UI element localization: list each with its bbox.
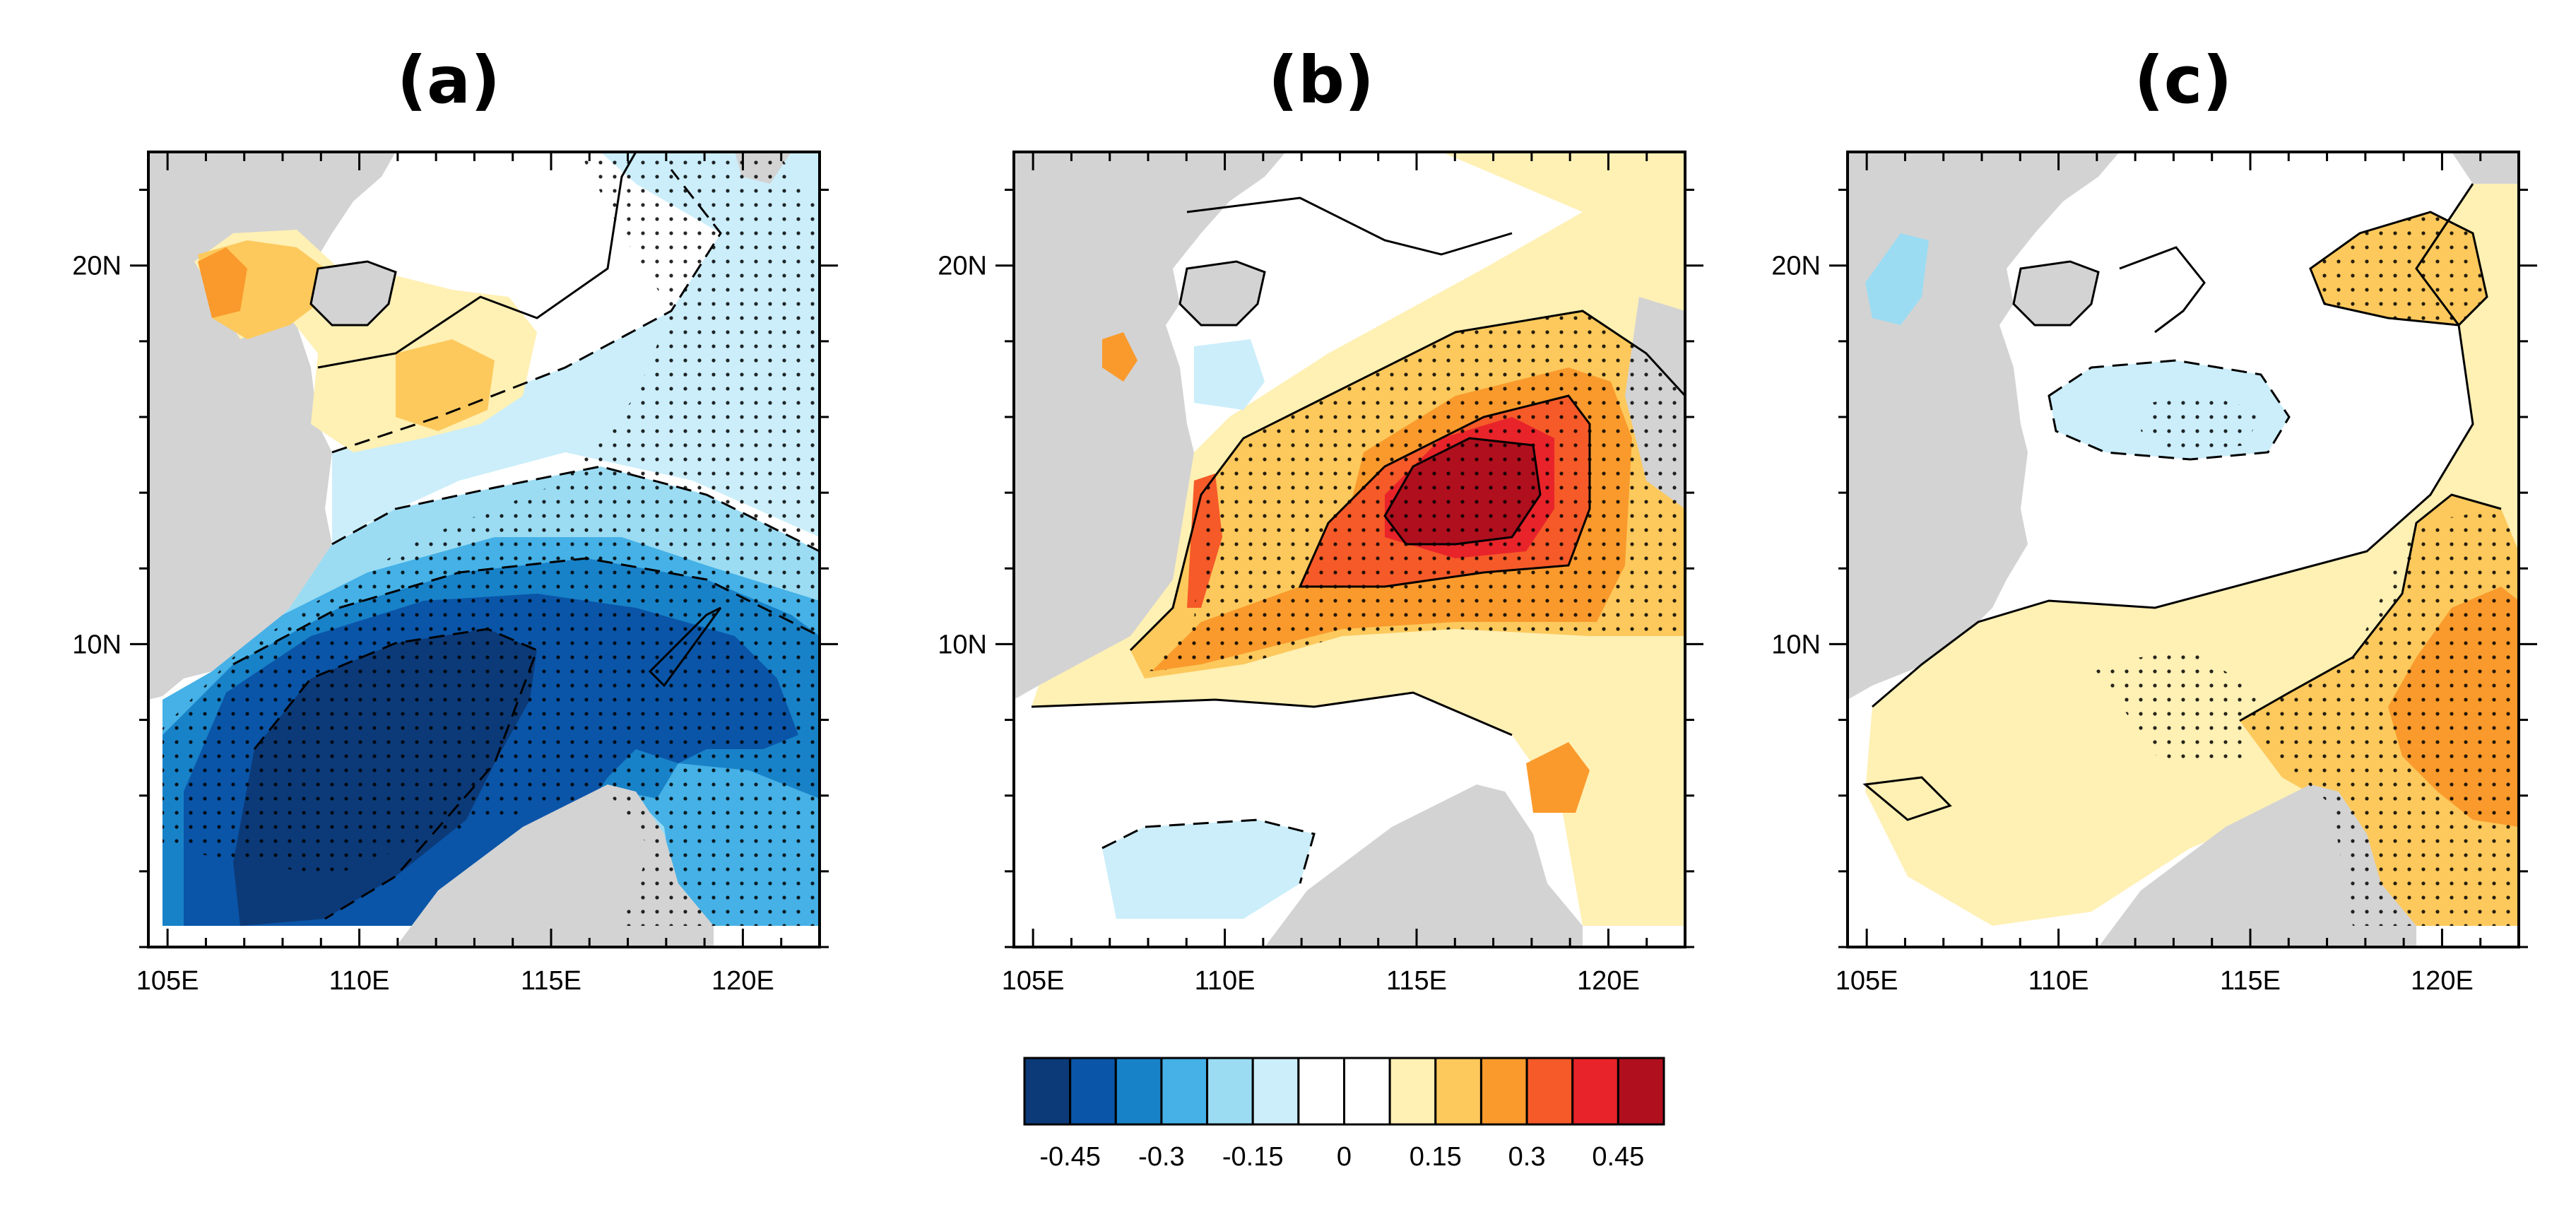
field-lightblue-b2 [1102, 820, 1314, 919]
contour-c-3 [2309, 211, 2488, 327]
x-tick-label: 110E [2028, 966, 2089, 996]
field-lightblue-b1 [1194, 339, 1265, 410]
colorbar-swatch [1251, 1057, 1300, 1126]
stipple-a [163, 152, 820, 926]
land-borneo-b [1265, 784, 1583, 947]
y-tick-label: 20N [1771, 252, 1821, 281]
contour-b-4 [1031, 691, 1513, 736]
contour-a-1 [317, 152, 637, 369]
colorbar-swatch [1388, 1057, 1437, 1126]
field-orange-center [396, 339, 495, 431]
colorbar-label: -0.3 [1138, 1142, 1184, 1172]
x-tick-label: 120E [2411, 966, 2474, 996]
colorbar-swatch [1297, 1057, 1346, 1126]
field-orange-se-b [1526, 742, 1590, 813]
x-tick-label: 105E [136, 966, 199, 996]
x-tick-label: 105E [1002, 966, 1065, 996]
frame-a [147, 151, 821, 948]
contour-a-6 [648, 606, 722, 688]
contour-a-5 [253, 628, 538, 920]
contour-c-4 [2239, 493, 2502, 722]
contour-a-4 [232, 557, 820, 666]
panel-b-title: (b) [1268, 42, 1374, 118]
y-tick-label: 20N [938, 252, 987, 281]
colorbar-swatch [1206, 1057, 1254, 1126]
y-tick-label: 10N [938, 630, 987, 659]
colorbar-swatch [1023, 1057, 1072, 1126]
colorbar-swatch [1617, 1057, 1665, 1126]
x-tick-label: 115E [521, 966, 581, 996]
x-tick-label: 115E [2220, 966, 2281, 996]
colorbar-swatch [1069, 1057, 1117, 1126]
colorbar-swatch [1434, 1057, 1482, 1126]
colorbar-swatch [1525, 1057, 1574, 1126]
colorbar-label: 0.3 [1508, 1142, 1546, 1172]
colorbar-swatch [1479, 1057, 1528, 1126]
x-tick-label: 110E [329, 966, 390, 996]
contour-c-2 [2048, 359, 2291, 461]
panel-b: (b) [1012, 42, 1686, 948]
field-lightblue-c2 [1865, 233, 1929, 325]
land-hainan-c [2012, 260, 2100, 327]
stipple-c [2091, 212, 2519, 926]
contour-b-5 [1101, 818, 1316, 884]
field-red-nw [198, 247, 247, 318]
panel-a-title: (a) [397, 42, 500, 118]
colorbar-label: 0.15 [1410, 1142, 1462, 1172]
land-hainan [309, 260, 397, 327]
colorbar-label: -0.45 [1039, 1142, 1101, 1172]
y-tick-label: 10N [1771, 630, 1821, 659]
x-tick-label: 115E [1386, 966, 1447, 996]
x-tick-label: 110E [1195, 966, 1255, 996]
panel-c: (c) [1846, 42, 2520, 948]
contour-b-6 [1186, 196, 1513, 256]
x-tick-label: 120E [711, 966, 774, 996]
frame-c [1846, 151, 2520, 948]
land-philippines-c [2452, 152, 2519, 184]
panel-a: (a) [147, 42, 821, 948]
contour-a-3 [331, 465, 820, 553]
land-indochina-b [1014, 152, 1286, 700]
frame-b [1012, 151, 1686, 948]
colorbar: -0.45 -0.3 -0.15 0 0.15 0.3 0.45 [1023, 1057, 1665, 1172]
y-tick-label: 10N [72, 630, 122, 659]
contour-b-2 [1298, 394, 1591, 588]
contour-c-1 [1872, 183, 2474, 708]
land-hainan-b [1178, 260, 1266, 327]
colorbar-label: 0.45 [1592, 1142, 1644, 1172]
contour-c-6 [2119, 246, 2206, 334]
colorbar-label: 0 [1337, 1142, 1352, 1172]
field-orange-nw-b [1102, 332, 1138, 382]
x-tick-label: 105E [1836, 966, 1898, 996]
colorbar-swatch [1571, 1057, 1619, 1126]
y-tick-label: 20N [72, 252, 122, 281]
contour-c-5 [1862, 776, 1952, 821]
colorbar-label: -0.15 [1222, 1142, 1284, 1172]
panel-c-title: (c) [2134, 42, 2233, 118]
colorbar-swatch [1114, 1057, 1163, 1126]
colorbar-swatch [1343, 1057, 1391, 1126]
contour-b-1 [1129, 310, 1685, 652]
axes-layer: 105E 110E 115E 120E 10N 20N 105E 110E 115E 120E 10… [72, 152, 2537, 996]
contour-b-3 [1383, 437, 1542, 546]
colorbar-swatch [1160, 1057, 1209, 1126]
x-tick-label: 120E [1577, 966, 1640, 996]
